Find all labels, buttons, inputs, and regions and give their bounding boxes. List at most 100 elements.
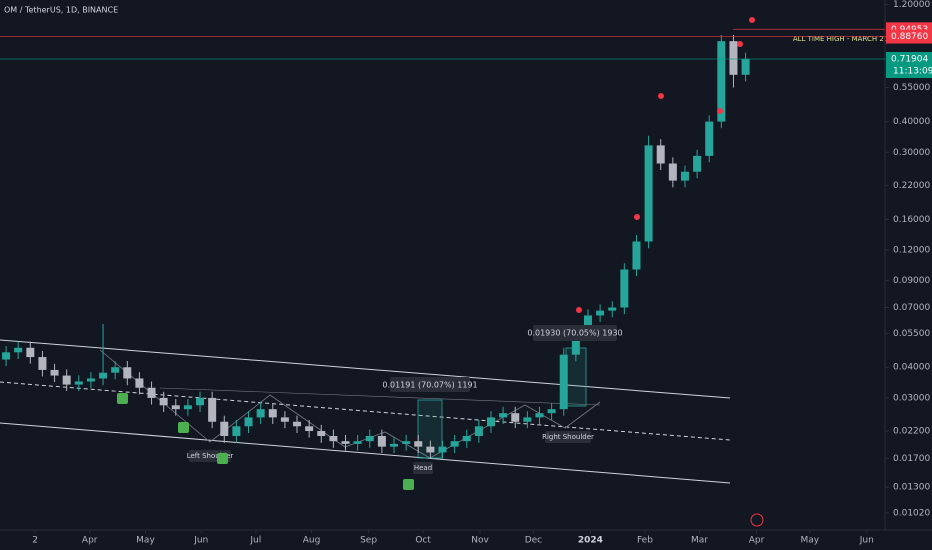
candle-body [583,315,592,334]
x-tick-label: Nov [471,536,489,546]
candle-body [293,421,302,427]
y-tick-label: 0.04000 [893,363,930,373]
y-tick-label: 0.01700 [893,454,930,464]
alert-icon [750,513,764,527]
candle-body [99,372,108,379]
candle-body [268,409,277,418]
channel-mid [0,381,731,441]
y-tick-label: 0.55000 [893,83,930,93]
x-tick-label: Jul [249,536,261,546]
pin [749,17,755,23]
channel-bottom [0,422,731,484]
candle-body [353,441,362,444]
candles [2,34,750,459]
x-tick-label: Oct [415,536,431,546]
check-icon [178,422,189,433]
candle-body [111,367,120,373]
candle-body [450,441,459,447]
ath-label: ALL TIME HIGH - MARCH 2021 [793,35,897,43]
y-tick-label: 0.40000 [893,117,930,127]
candle-body [511,413,520,422]
x-tick-label: Jun [193,536,208,546]
pattern-label-box [545,431,591,443]
x-tick-label: Jun [859,536,874,546]
candle-body [256,409,265,418]
candle-body [244,417,253,427]
x-tick-label: Sep [360,536,377,546]
candle-body [438,446,447,453]
candle-body [499,413,508,418]
candle-body [680,171,689,181]
candle-body [365,435,374,442]
countdown: 11:13:09 [893,66,932,76]
measure-label: 0.01191 (70.07%) 1191 [382,381,477,390]
candle-body [50,369,59,376]
pattern-lines [99,349,601,459]
candle-body [644,145,653,242]
x-tick-label: 2024 [578,536,603,546]
candle-body [317,431,326,436]
chart-title: OM / TetherUS, 1D, BINANCE [4,6,118,15]
candle-body [26,347,35,358]
candle-body [183,405,192,410]
pin [634,214,640,220]
candle-body [220,421,229,436]
y-tick-label: 0.05500 [893,329,930,339]
candle-body [171,405,180,410]
x-tick-label: Apr [82,536,98,546]
y-tick-label: 0.09000 [893,276,930,286]
candle-body [14,347,23,353]
candle-body [414,441,423,447]
pattern-label: Head [414,464,432,472]
candle-body [571,333,580,355]
candle-body [596,310,605,316]
price-label: 0.71904 [891,54,928,64]
y-tick-label: 0.02200 [893,427,930,437]
x-tick-label: May [136,536,155,546]
neckline [159,387,601,406]
candle-body [474,426,483,436]
candle-body [390,443,399,447]
price-label: 0.88760 [891,32,928,42]
price-label-box [886,29,932,44]
candle-body [608,307,617,311]
candle-body [559,354,568,410]
y-tick-label: 1.20000 [893,0,930,10]
candle-body [693,155,702,172]
y-tick-label: 0.16000 [893,215,930,225]
pin [737,41,743,47]
x-tick-label: Aug [303,536,321,546]
measure-label-box [390,377,470,392]
candle-body [74,381,83,385]
candle-body [280,417,289,422]
candle-body [341,441,350,444]
candle-body [208,397,217,422]
candle-body [535,413,544,418]
candle-body [620,269,629,308]
measure-label-box [533,325,617,341]
pin [576,307,582,313]
x-tick-label: Apr [749,536,765,546]
candle-body [86,378,95,382]
candle-body [705,121,714,156]
y-tick-label: 0.03000 [893,393,930,403]
candle-body [38,357,47,370]
candle-body [462,435,471,442]
candle-body [717,41,726,122]
candle-body [123,367,132,379]
candle-body [426,446,435,453]
candle-body [159,397,168,406]
pin [658,93,664,99]
candle-body [62,375,71,385]
candle-body [547,409,556,414]
candle-body [632,241,641,270]
candle-body [741,58,750,75]
candle-body [486,417,495,427]
pin [717,108,723,114]
price-label-box [886,51,932,78]
y-tick-label: 0.30000 [893,148,930,158]
candle-body [147,387,156,398]
channel-top [0,339,731,399]
